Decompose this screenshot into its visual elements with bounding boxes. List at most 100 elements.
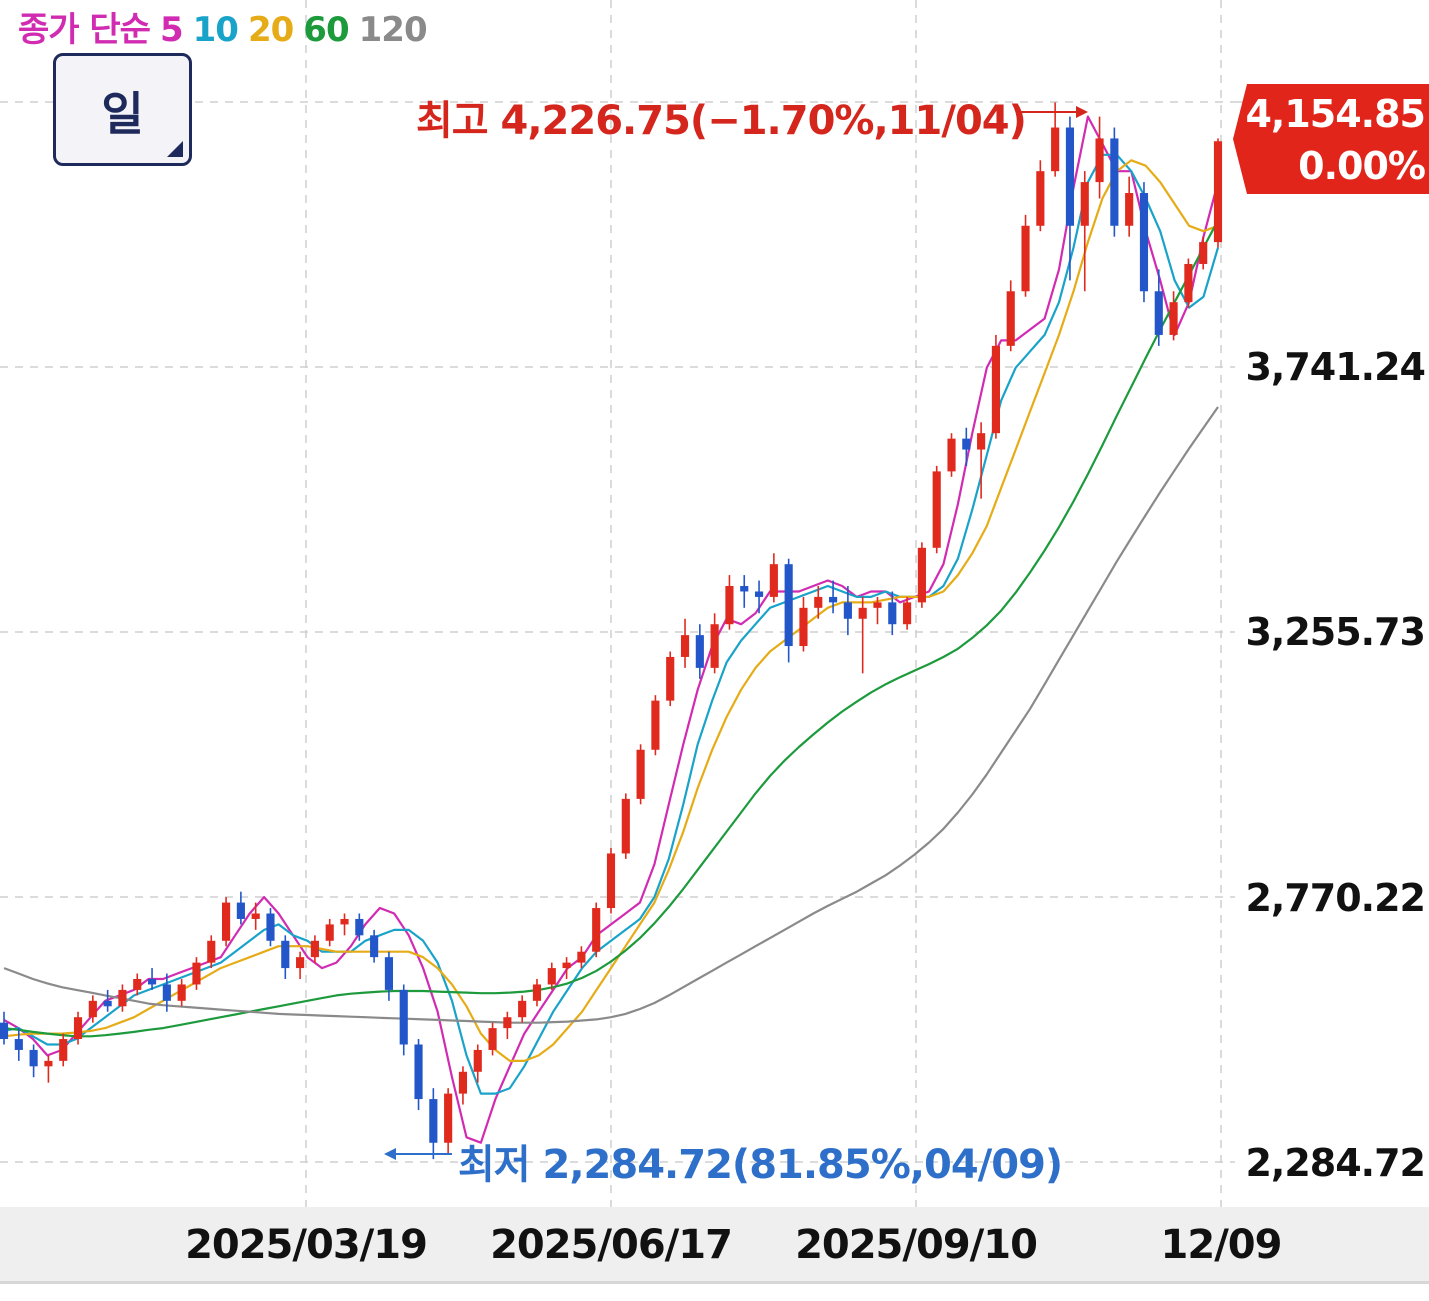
candle-body [29,1049,38,1067]
candle-body [1154,291,1163,335]
candle-body [740,586,749,592]
candle-body [977,433,986,450]
candle-body [503,1017,512,1029]
candle-body [1125,193,1134,226]
ma-line-60 [3,219,1219,1038]
candle-body [296,957,305,969]
candle-body [414,1044,423,1100]
y-tick-label: 3,741.24 [1245,345,1426,389]
candle-body [370,935,379,958]
candle-body [769,564,778,597]
candle-body [695,635,704,668]
bottom-divider [0,1281,1429,1284]
candle-body [799,607,808,647]
candle-body [147,978,157,985]
legend-prefix: 종가 단순 [18,10,151,50]
candle-body [1095,138,1104,183]
low-arrow-head [384,1148,396,1160]
candle-body [888,602,897,625]
y-tick-label: 2,284.72 [1245,1141,1426,1185]
candle-body [236,902,245,919]
candle-body [118,989,127,1007]
legend-ma-10: 10 [192,10,239,50]
candle-body [710,624,719,668]
candle-body [1065,127,1075,226]
candle-body [14,1039,23,1050]
low-annotation: 최저 2,284.72(81.85%,04/09) [458,1142,1063,1188]
candle-body [651,700,660,750]
candle-body [947,438,956,472]
price-chart[interactable] [0,0,1429,1207]
candle-body [103,1000,112,1007]
candle-body [903,602,912,625]
candle-body [429,1099,438,1143]
candle-body [384,957,393,990]
dropdown-corner-icon [167,141,183,157]
candle-body [1051,127,1060,172]
candle-body [1006,291,1015,346]
period-selector-button[interactable]: 일 [53,53,192,166]
ma-legend[interactable]: 종가 단순 5 10 20 60 120 [18,2,437,51]
candle-body [59,1039,68,1061]
period-label: 일 [101,87,144,141]
candle-body [458,1071,468,1094]
candle-body [133,978,142,990]
candle-body [251,913,260,919]
candle-body [858,607,867,619]
candle-body [518,1000,527,1018]
candle-body [725,586,734,625]
candle-body [680,635,690,657]
current-price-value: 4,154.85 [1245,92,1426,136]
ma-line-5 [3,115,1220,1144]
candle-body [44,1060,53,1067]
candle-body [162,984,171,1001]
candle-body [1110,138,1119,226]
x-tick-label: 12/09 [1160,1222,1283,1268]
candle-body [399,989,408,1045]
candle-body [917,547,926,603]
high-arrow-head [1076,106,1088,118]
ma-line-20 [3,159,1219,1063]
candle-body [325,924,334,941]
candle-body [577,951,586,963]
candle-body [932,471,941,548]
candle-body [310,940,319,958]
legend-ma-20: 20 [247,10,294,50]
candle-body [192,962,201,985]
current-price-tag: 4,154.85 0.00% [1233,84,1429,194]
candle-body [1080,182,1089,226]
candle-body [547,968,556,985]
candle-body [88,1000,97,1018]
candle-body [606,853,616,909]
legend-ma-60: 60 [303,10,349,50]
candle-body [266,913,275,941]
y-tick-label: 2,770.22 [1245,876,1426,920]
candle-body [562,962,571,969]
y-tick-label: 3,255.73 [1245,610,1426,654]
candle-body [636,749,645,799]
candle-body [666,656,675,701]
candle-body [829,596,838,603]
candle-body [1139,193,1149,292]
candle-body [1213,141,1223,243]
candle-body [754,591,764,597]
legend-ma-120: 120 [358,10,428,50]
current-price-change: 0.00% [1298,144,1426,188]
candle-body [0,1022,9,1040]
candle-body [473,1049,482,1072]
ma-line-120 [3,406,1219,1024]
legend-ma-5: 5 [159,10,184,50]
candle-body [340,918,349,925]
candle-body [444,1093,453,1143]
candle-body [814,596,823,608]
candle-body [843,602,852,619]
candle-body [177,984,186,1001]
x-axis-band [0,1207,1429,1281]
candle-body [488,1028,497,1050]
candle-body [592,908,601,952]
ma-line-10 [3,153,1220,1095]
candle-body [222,902,231,941]
candle-body [962,438,971,450]
candle-body [1036,171,1045,226]
candle-body [281,940,290,969]
